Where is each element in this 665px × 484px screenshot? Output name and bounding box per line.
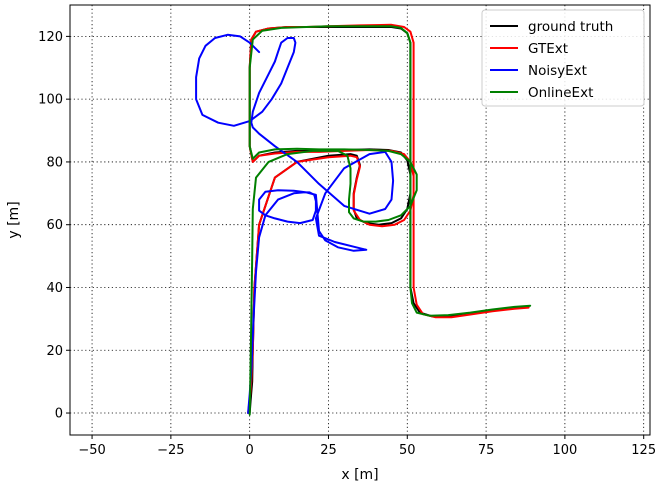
x-tick-label: 100 bbox=[552, 443, 577, 458]
x-tick-label: −25 bbox=[157, 443, 184, 458]
plot-area-frame bbox=[69, 4, 651, 436]
y-tick-label: 20 bbox=[46, 344, 63, 359]
y-tick-label: 80 bbox=[46, 155, 63, 170]
x-tick-label: 25 bbox=[320, 443, 337, 458]
y-tick-label: 100 bbox=[38, 93, 63, 108]
axis-ticks: −50 −25 0 25 50 75 100 125 0 20 40 60 80 100 120 bbox=[38, 30, 656, 458]
y-tick-label: 120 bbox=[38, 30, 63, 45]
series-line-onlineext bbox=[248, 25, 532, 416]
y-tick-label: 60 bbox=[46, 218, 63, 233]
y-tick-label: 0 bbox=[55, 407, 63, 422]
legend: ground truth GTExt NoisyExt OnlineExt bbox=[481, 9, 645, 107]
x-tick-label: 50 bbox=[399, 443, 416, 458]
x-tick-label: 125 bbox=[631, 443, 656, 458]
legend-label-noisyext: NoisyExt bbox=[528, 63, 587, 79]
series-line-noisyext bbox=[195, 33, 395, 414]
x-tick-label: 0 bbox=[246, 443, 254, 458]
legend-label-onlineext: OnlineExt bbox=[528, 85, 593, 101]
legend-label-gtext: GTExt bbox=[528, 41, 568, 57]
y-tick-label: 40 bbox=[46, 281, 63, 296]
x-tick-label: −50 bbox=[78, 443, 105, 458]
legend-box bbox=[481, 9, 645, 107]
x-axis-label: x [m] bbox=[341, 467, 378, 483]
series-lines bbox=[195, 23, 532, 416]
y-axis-label: y [m] bbox=[6, 201, 22, 238]
x-tick-label: 75 bbox=[478, 443, 495, 458]
legend-label-ground-truth: ground truth bbox=[528, 19, 613, 35]
